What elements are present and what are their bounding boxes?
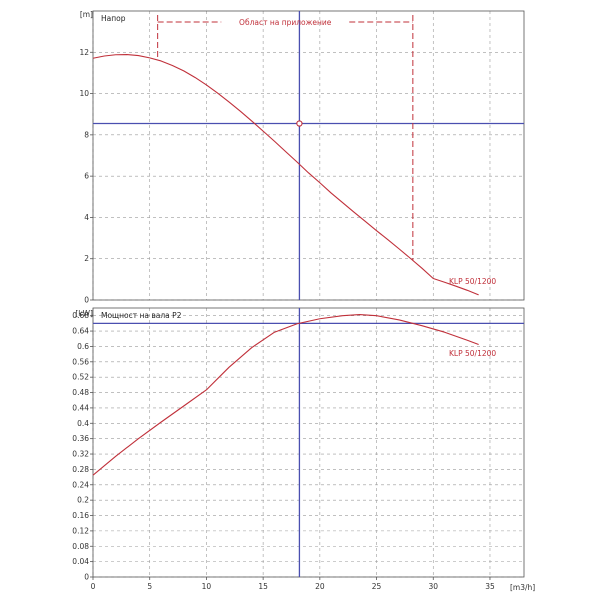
x-tick-label: 10 <box>202 582 212 591</box>
x-tick-label: 25 <box>372 582 382 591</box>
head-panel: 0 2 4 6 8 10 12 Област на приложение Напор [m]… <box>79 10 525 305</box>
power-y-ticks: 0 0.04 0.08 0.12 0.16 0.2 0.24 0.28 0.32 0.36 0.4 0… <box>72 311 93 582</box>
y-tick-label: 0.56 <box>72 357 89 366</box>
y-tick-label: 0.64 <box>72 327 89 336</box>
power-frame <box>92 307 525 578</box>
y-tick-label: 0.12 <box>72 526 89 535</box>
head-series-label: KLP 50/1200 <box>449 277 496 286</box>
y-tick-label: 12 <box>79 48 89 57</box>
head-operating-point <box>296 120 303 127</box>
y-tick-label: 0.28 <box>72 465 89 474</box>
operating-point-marker <box>296 120 303 127</box>
power-reference-lines <box>93 308 524 577</box>
x-unit: [m3/h] <box>510 583 535 592</box>
y-tick-label: 0.24 <box>72 480 89 489</box>
y-tick-label: 0.2 <box>77 496 89 505</box>
head-reference-lines <box>93 11 524 300</box>
x-tick-label: 20 <box>315 582 325 591</box>
y-tick-label: 0 <box>84 296 89 305</box>
y-tick-label: 0.44 <box>72 403 89 412</box>
power-curves <box>92 313 479 476</box>
y-tick-label: 8 <box>84 130 89 139</box>
y-tick-label: 0 <box>84 573 89 582</box>
y-tick-label: 0.32 <box>72 450 89 459</box>
y-tick-label: 0.08 <box>72 542 89 551</box>
x-tick-label: 5 <box>147 582 152 591</box>
x-tick-label: 35 <box>485 582 495 591</box>
x-ticks: 0 5 10 15 20 25 30 35 <box>91 577 495 591</box>
y-tick-label: 0.6 <box>77 342 89 351</box>
application-range-label: Област на приложение <box>239 18 332 27</box>
y-tick-label: 0.52 <box>72 373 89 382</box>
y-tick-label: 6 <box>84 172 89 181</box>
series-line <box>92 54 479 296</box>
head-frame <box>92 10 525 301</box>
y-tick-label: 4 <box>84 213 89 222</box>
y-tick-label: 10 <box>79 89 89 98</box>
x-tick-label: 0 <box>91 582 96 591</box>
power-panel-title: Мощност на вала P2 <box>101 311 182 320</box>
y-tick-label: 0.48 <box>72 388 89 397</box>
y-tick-label: 0.68 <box>72 311 89 320</box>
y-tick-label: 0.36 <box>72 434 89 443</box>
y-tick-label: 0.4 <box>77 419 89 428</box>
x-tick-label: 15 <box>258 582 268 591</box>
plot-frame <box>92 307 525 578</box>
y-tick-label: 0.04 <box>72 557 89 566</box>
x-tick-label: 30 <box>428 582 438 591</box>
power-panel: 0 0.04 0.08 0.12 0.16 0.2 0.24 0.28 0.32 0.36 0.4 0… <box>72 307 535 592</box>
plot-frame <box>92 10 525 301</box>
power-series-label: KLP 50/1200 <box>449 349 496 358</box>
head-y-ticks: 0 2 4 6 8 10 12 <box>79 48 93 305</box>
series-line <box>92 313 479 476</box>
y-tick-label: 0.16 <box>72 511 89 520</box>
head-y-unit: [m] <box>80 10 93 19</box>
head-panel-title: Напор <box>101 14 126 23</box>
y-tick-label: 2 <box>84 254 89 263</box>
power-y-unit: [kW] <box>75 309 93 318</box>
head-curves <box>92 54 479 296</box>
application-range: Област на приложение <box>157 15 414 261</box>
